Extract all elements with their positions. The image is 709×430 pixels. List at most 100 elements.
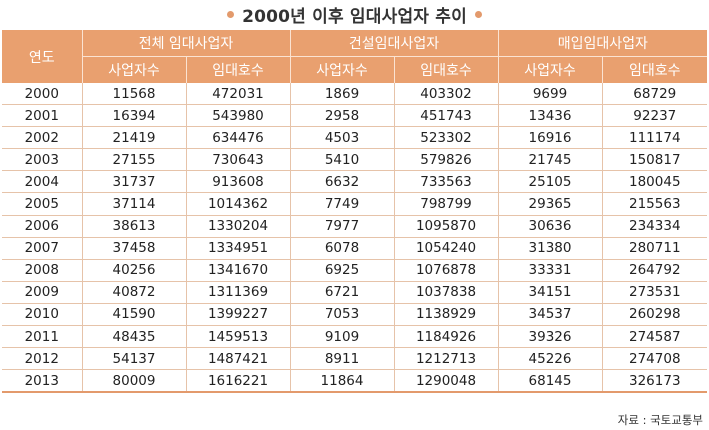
table-body: 2000 11568 472031 1869 403302 9699 68729 2001 16… [2, 83, 708, 394]
purchase-units-cell: 274708 [601, 347, 708, 371]
construction-businesses-cell: 4503 [289, 126, 394, 150]
purchase-units-cell: 180045 [601, 170, 708, 194]
purchase-businesses-cell: 30636 [497, 215, 603, 238]
purchase-businesses-cell: 13436 [497, 104, 603, 128]
table-row: 2000 11568 472031 1869 403302 9699 68729 [2, 83, 708, 106]
purchase-units-cell: 273531 [601, 281, 708, 304]
construction-units-cell: 523302 [393, 126, 499, 150]
col-header-total-businesses: 사업자수 [82, 56, 186, 83]
table-title: 2000년 이후 임대사업자 추이 [242, 6, 467, 27]
purchase-units-cell: 280711 [601, 237, 708, 260]
purchase-units-cell: 92237 [601, 104, 708, 128]
col-header-purchase-businesses: 사업자수 [497, 56, 603, 83]
construction-businesses-cell: 7053 [289, 303, 394, 327]
total-businesses-cell: 16394 [82, 104, 186, 128]
sub-header-row: 사업자수 임대호수 사업자수 임대호수 사업자수 임대호수 [2, 56, 708, 83]
table-row: 2010 41590 1399227 7053 1138929 34537 260298 [2, 303, 708, 327]
total-units-cell: 1014362 [185, 192, 290, 216]
purchase-units-cell: 68729 [601, 83, 708, 106]
construction-businesses-cell: 8911 [289, 347, 394, 371]
construction-units-cell: 1095870 [393, 215, 499, 238]
construction-businesses-cell: 5410 [289, 148, 394, 172]
total-units-cell: 730643 [185, 148, 290, 172]
year-cell: 2010 [2, 303, 83, 327]
construction-units-cell: 1054240 [393, 237, 499, 260]
total-units-cell: 1616221 [185, 369, 290, 394]
construction-businesses-cell: 6721 [289, 281, 394, 304]
table-row: 2006 38613 1330204 7977 1095870 30636 234334 [2, 215, 708, 238]
col-header-construction-units: 임대호수 [393, 56, 499, 83]
year-column-header: 연도 [2, 30, 83, 83]
purchase-businesses-cell: 21745 [497, 148, 603, 172]
col-header-total-units: 임대호수 [185, 56, 290, 83]
purchase-units-cell: 260298 [601, 303, 708, 327]
total-units-cell: 1459513 [185, 325, 290, 349]
table-row: 2002 21419 634476 4503 523302 16916 111174 [2, 126, 708, 150]
year-cell: 2001 [2, 104, 83, 128]
purchase-units-cell: 326173 [601, 369, 708, 394]
year-cell: 2004 [2, 170, 83, 194]
total-businesses-cell: 11568 [82, 83, 186, 106]
table-row: 2007 37458 1334951 6078 1054240 31380 280711 [2, 237, 708, 260]
total-businesses-cell: 40256 [82, 259, 186, 282]
title-left-dot-icon [227, 10, 235, 18]
year-cell: 2012 [2, 347, 83, 371]
construction-units-cell: 1138929 [393, 303, 499, 327]
construction-units-cell: 403302 [393, 83, 499, 106]
table-row: 2001 16394 543980 2958 451743 13436 92237 [2, 104, 708, 128]
construction-businesses-cell: 6078 [289, 237, 394, 260]
total-businesses-cell: 54137 [82, 347, 186, 371]
total-units-cell: 1334951 [185, 237, 290, 260]
purchase-businesses-cell: 39326 [497, 325, 603, 349]
purchase-businesses-cell: 25105 [497, 170, 603, 194]
total-businesses-cell: 48435 [82, 325, 186, 349]
title-right-dot-icon [474, 10, 482, 18]
purchase-units-cell: 111174 [601, 126, 708, 150]
source-note: 자료 : 국토교통부 [617, 413, 703, 427]
title-row: 2000년 이후 임대사업자 추이 [0, 0, 709, 28]
group-header-construction: 건설임대사업자 [289, 30, 499, 57]
total-units-cell: 634476 [185, 126, 290, 150]
total-units-cell: 1487421 [185, 347, 290, 371]
construction-units-cell: 1184926 [393, 325, 499, 349]
year-cell: 2009 [2, 281, 83, 304]
table-row: 2013 80009 1616221 11864 1290048 68145 326173 [2, 369, 708, 394]
year-cell: 2000 [2, 83, 83, 106]
year-cell: 2006 [2, 215, 83, 238]
construction-units-cell: 733563 [393, 170, 499, 194]
construction-businesses-cell: 9109 [289, 325, 394, 349]
purchase-businesses-cell: 33331 [497, 259, 603, 282]
table-row: 2004 31737 913608 6632 733563 25105 180045 [2, 170, 708, 194]
total-businesses-cell: 37458 [82, 237, 186, 260]
purchase-units-cell: 215563 [601, 192, 708, 216]
table-row: 2011 48435 1459513 9109 1184926 39326 274587 [2, 325, 708, 349]
purchase-businesses-cell: 45226 [497, 347, 603, 371]
construction-units-cell: 1037838 [393, 281, 499, 304]
col-header-purchase-units: 임대호수 [601, 56, 708, 83]
total-businesses-cell: 37114 [82, 192, 186, 216]
total-businesses-cell: 38613 [82, 215, 186, 238]
construction-units-cell: 1212713 [393, 347, 499, 371]
construction-businesses-cell: 7749 [289, 192, 394, 216]
table-row: 2003 27155 730643 5410 579826 21745 150817 [2, 148, 708, 172]
col-header-construction-businesses: 사업자수 [289, 56, 394, 83]
construction-businesses-cell: 1869 [289, 83, 394, 106]
table-row: 2012 54137 1487421 8911 1212713 45226 274708 [2, 347, 708, 371]
construction-businesses-cell: 11864 [289, 369, 394, 394]
construction-units-cell: 1076878 [393, 259, 499, 282]
total-units-cell: 913608 [185, 170, 290, 194]
purchase-businesses-cell: 34151 [497, 281, 603, 304]
total-units-cell: 543980 [185, 104, 290, 128]
year-cell: 2002 [2, 126, 83, 150]
year-cell: 2003 [2, 148, 83, 172]
construction-units-cell: 798799 [393, 192, 499, 216]
total-businesses-cell: 21419 [82, 126, 186, 150]
total-businesses-cell: 27155 [82, 148, 186, 172]
table-row: 2005 37114 1014362 7749 798799 29365 215563 [2, 192, 708, 216]
construction-units-cell: 451743 [393, 104, 499, 128]
year-cell: 2008 [2, 259, 83, 282]
purchase-businesses-cell: 34537 [497, 303, 603, 327]
table-row: 2009 40872 1311369 6721 1037838 34151 273531 [2, 281, 708, 304]
total-businesses-cell: 80009 [82, 369, 186, 394]
total-businesses-cell: 41590 [82, 303, 186, 327]
